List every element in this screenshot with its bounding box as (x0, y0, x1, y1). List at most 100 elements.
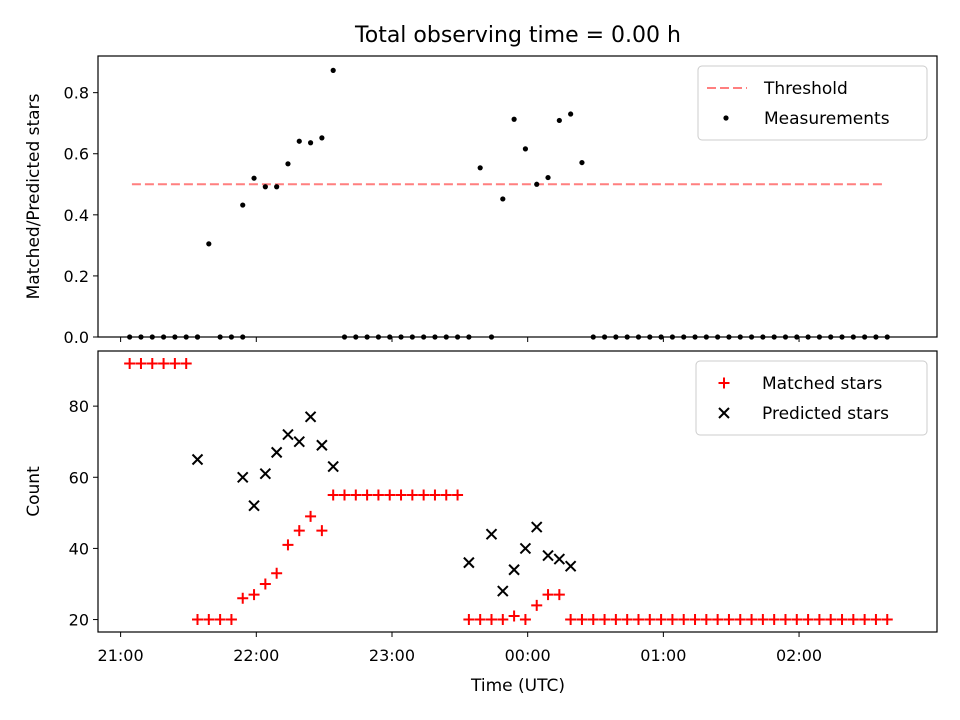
matched-stars-point (305, 510, 317, 522)
ratio-y-tick-label: 0.8 (64, 84, 89, 103)
x-tick-label: 22:00 (233, 646, 279, 665)
matched-stars-point (802, 614, 814, 626)
matched-stars-point (271, 567, 283, 579)
matched-stars-point (644, 614, 656, 626)
measurement-point (319, 135, 325, 141)
legend-matched-swatch (718, 377, 730, 389)
measurement-point (307, 140, 314, 146)
predicted-stars-point (497, 585, 509, 597)
matched-stars-point (293, 525, 305, 537)
matched-stars-point (610, 614, 622, 626)
matched-stars-point (237, 592, 249, 604)
legend-label: Threshold (763, 79, 848, 99)
count-y-axis-label: Count (24, 466, 44, 517)
matched-stars-point (768, 614, 780, 626)
predicted-stars-point (293, 435, 305, 448)
matched-stars-point (372, 489, 384, 501)
ratio-panel: Matched/Predicted stars 0.0 0.2 0.4 0.6 0.8 Th… (24, 55, 938, 347)
matched-stars-point (497, 614, 509, 626)
matched-stars-point (757, 614, 769, 626)
predicted-stars-point (191, 453, 204, 466)
matched-stars-point (779, 614, 791, 626)
measurement-point (296, 138, 302, 144)
matched-stars-point (474, 614, 486, 626)
matched-stars-point (384, 489, 396, 501)
predicted-stars-point (463, 556, 475, 569)
x-axis-label: Time (UTC) (470, 676, 565, 696)
matched-stars-point (485, 614, 497, 626)
matched-stars-point (350, 489, 362, 501)
matched-stars-point (825, 614, 837, 626)
matched-stars-point (791, 614, 803, 626)
predicted-stars-point (519, 542, 532, 555)
predicted-stars-point (553, 553, 566, 565)
matched-stars-point (463, 614, 475, 626)
matched-stars-point (146, 357, 158, 369)
matched-stars-point (576, 614, 588, 626)
matched-stars-point (124, 357, 136, 369)
measurement-point (251, 175, 257, 181)
predicted-stars-point (237, 471, 249, 483)
ratio-y-tick-label: 0.2 (64, 267, 89, 286)
matched-stars-point (734, 614, 746, 626)
matched-stars-point (418, 489, 430, 501)
matched-stars-point (225, 614, 237, 626)
predicted-stars-point (508, 564, 520, 576)
matched-stars-point (678, 614, 690, 626)
matched-stars-point (881, 614, 893, 626)
predicted-stars-point (248, 500, 260, 512)
matched-stars-point (621, 614, 633, 626)
legend-predicted-swatch (718, 407, 730, 419)
ratio-y-tick-label: 0.0 (64, 328, 89, 347)
legend-label: Measurements (764, 109, 890, 129)
matched-stars-point (723, 614, 735, 626)
measurement-point (206, 241, 212, 247)
matched-stars-point (746, 614, 758, 626)
count-axes-frame (97, 350, 938, 633)
predicted-stars-point (485, 528, 498, 540)
matched-stars-point (508, 610, 520, 622)
measurement-point (511, 116, 517, 122)
predicted-stars-point (316, 439, 328, 451)
measurement-point (285, 161, 291, 167)
predicted-stars-point (282, 428, 294, 441)
matched-stars-point (587, 614, 599, 626)
x-tick-label: 23:00 (369, 646, 415, 665)
predicted-stars-point (270, 446, 283, 459)
matched-stars-point (859, 614, 871, 626)
x-tick-label: 01:00 (640, 646, 686, 665)
measurement-point (262, 184, 268, 190)
matched-stars-point (248, 589, 260, 601)
count-y-tick-label: 80 (69, 397, 89, 416)
matched-stars-point (655, 614, 667, 626)
matched-stars-point (429, 489, 441, 501)
matched-stars-point (180, 357, 192, 369)
predicted-stars-point (542, 549, 554, 562)
matched-stars-point (847, 614, 859, 626)
ratio-y-tick-label: 0.6 (64, 145, 89, 164)
matched-stars-point (406, 489, 418, 501)
matched-stars-point (836, 614, 848, 626)
measurement-point (568, 111, 574, 117)
measurement-point (579, 159, 585, 166)
matched-stars-point (440, 489, 452, 501)
measurement-point (274, 184, 280, 190)
measurement-point (556, 117, 562, 124)
predicted-stars-point (564, 560, 577, 572)
measurement-point (477, 165, 483, 171)
count-legend: Matched stars Predicted stars (695, 360, 928, 436)
matched-stars-point (259, 578, 271, 590)
figure-title: Total observing time = 0.00 h (354, 23, 681, 48)
count-y-tick-label: 40 (69, 539, 89, 558)
ratio-legend: Threshold Measurements (697, 65, 928, 141)
x-tick-label: 21:00 (98, 646, 144, 665)
matched-stars-point (316, 525, 328, 537)
matched-stars-point (565, 614, 577, 626)
measurement-point (534, 181, 540, 187)
matched-stars-point (700, 614, 712, 626)
predicted-stars-point (327, 460, 339, 473)
measurement-point (330, 67, 336, 73)
predicted-stars-point (259, 468, 272, 480)
matched-stars-point (169, 357, 181, 369)
matched-stars-point (553, 589, 565, 601)
